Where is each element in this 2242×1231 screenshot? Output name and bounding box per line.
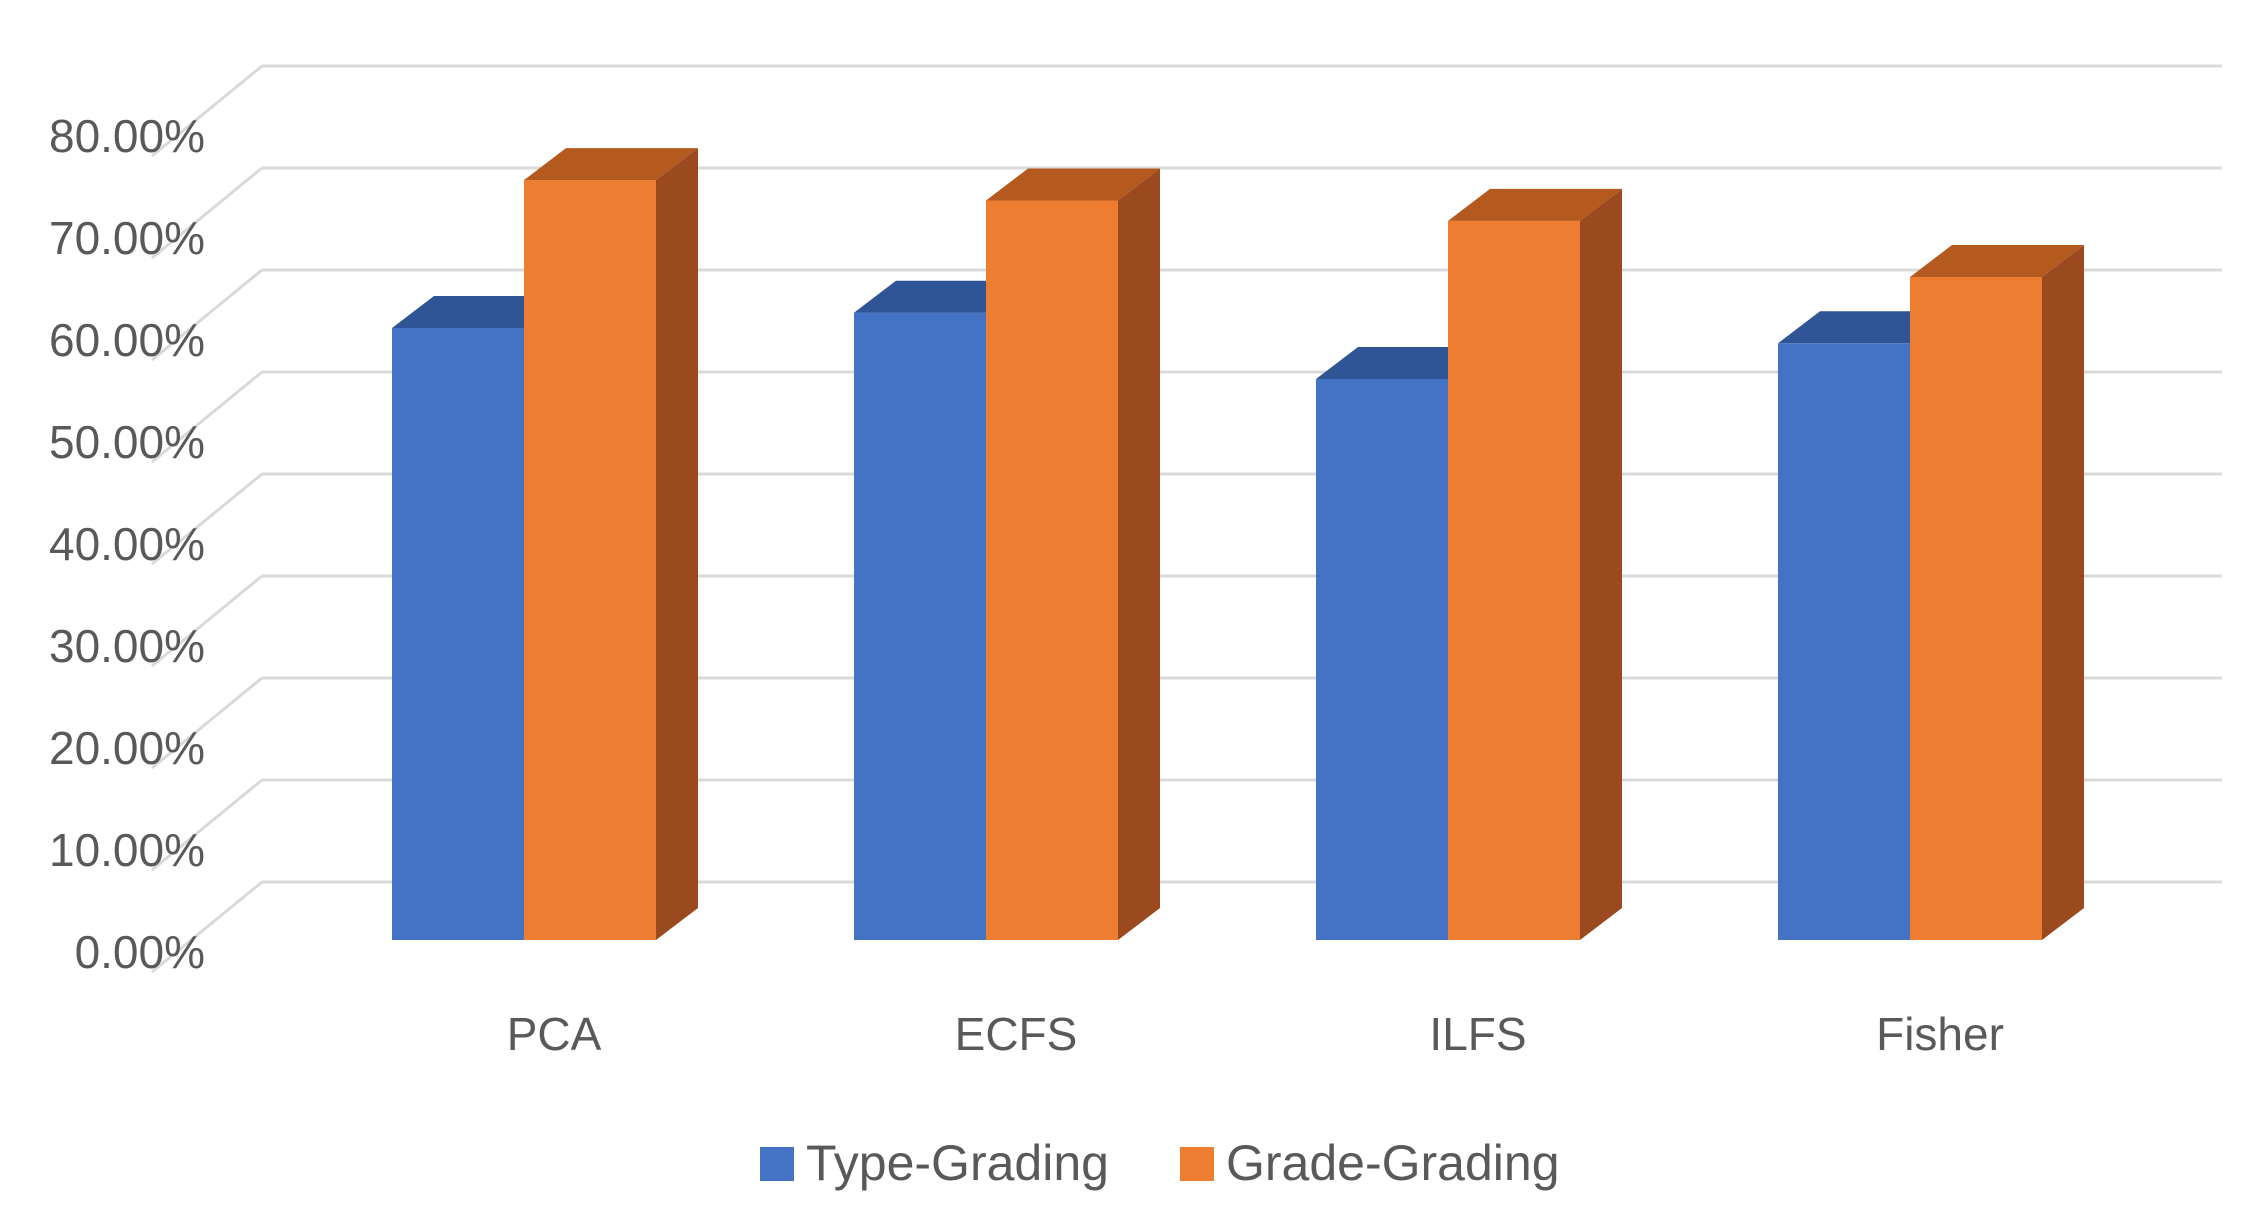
x-tick-label: Fisher bbox=[1876, 1008, 2004, 1060]
legend-label-type-grading: Type-Grading bbox=[806, 1135, 1109, 1191]
bar-front bbox=[524, 180, 656, 941]
bar-ilfs-grade-grading bbox=[1448, 188, 1622, 940]
bar-fisher-type-grading bbox=[1778, 311, 1952, 940]
gridline-diagonal bbox=[151, 166, 263, 260]
bar-ecfs-grade-grading bbox=[986, 168, 1160, 940]
bar-ilfs-type-grading bbox=[1316, 347, 1490, 940]
bar-top bbox=[986, 168, 1160, 201]
x-tick-label: PCA bbox=[507, 1008, 602, 1060]
bar-top bbox=[392, 296, 566, 328]
y-tick-label: 60.00% bbox=[49, 314, 205, 366]
y-tick-label: 30.00% bbox=[49, 620, 205, 672]
bar-side bbox=[1580, 188, 1622, 940]
bar-pca-grade-grading bbox=[524, 148, 698, 941]
gridline-diagonal bbox=[151, 880, 263, 974]
bar-front bbox=[1910, 277, 2042, 940]
gridline-diagonal bbox=[151, 574, 263, 668]
x-axis-ticks: PCA ECFS ILFS Fisher bbox=[507, 1008, 2004, 1060]
gridline-diagonal bbox=[151, 676, 263, 770]
bar-top bbox=[1316, 347, 1490, 379]
bar-side bbox=[1118, 168, 1160, 940]
x-tick-label: ILFS bbox=[1429, 1008, 1526, 1060]
gridline-diagonal bbox=[151, 472, 263, 566]
bar-front bbox=[986, 200, 1118, 940]
y-tick-label: 80.00% bbox=[49, 110, 205, 162]
bar-front bbox=[1778, 343, 1910, 940]
y-tick-label: 20.00% bbox=[49, 722, 205, 774]
gridline-diagonal bbox=[151, 778, 263, 872]
bar-top bbox=[854, 280, 1028, 313]
gridline-diagonal bbox=[151, 64, 263, 158]
bar-side bbox=[2042, 245, 2084, 940]
gridline-diagonal bbox=[151, 370, 263, 464]
bar-top bbox=[1778, 311, 1952, 344]
bar-front bbox=[854, 312, 986, 940]
y-tick-label: 0.00% bbox=[75, 926, 205, 978]
bar-front bbox=[1448, 220, 1580, 940]
bars bbox=[392, 148, 2084, 941]
x-tick-label: ECFS bbox=[955, 1008, 1078, 1060]
bar-front bbox=[1316, 379, 1448, 940]
legend-swatch-grade-grading bbox=[1180, 1147, 1214, 1181]
bar-front bbox=[392, 328, 524, 940]
y-tick-label: 50.00% bbox=[49, 416, 205, 468]
y-tick-label: 70.00% bbox=[49, 212, 205, 264]
y-tick-label: 10.00% bbox=[49, 824, 205, 876]
bar-ecfs-type-grading bbox=[854, 280, 1028, 940]
legend-label-grade-grading: Grade-Grading bbox=[1226, 1135, 1560, 1191]
gridline-diagonal bbox=[151, 268, 263, 362]
bar-fisher-grade-grading bbox=[1910, 245, 2084, 940]
bar-top bbox=[524, 148, 698, 181]
y-axis-ticks: 0.00% 10.00% 20.00% 30.00% 40.00% 50.00% 60.00… bbox=[49, 110, 205, 978]
legend: Type-Grading Grade-Grading bbox=[760, 1135, 1560, 1191]
bar-top bbox=[1448, 188, 1622, 221]
legend-swatch-type-grading bbox=[760, 1147, 794, 1181]
bar-side bbox=[656, 148, 698, 941]
bar-pca-type-grading bbox=[392, 296, 566, 940]
y-tick-label: 40.00% bbox=[49, 518, 205, 570]
bar-top bbox=[1910, 245, 2084, 277]
